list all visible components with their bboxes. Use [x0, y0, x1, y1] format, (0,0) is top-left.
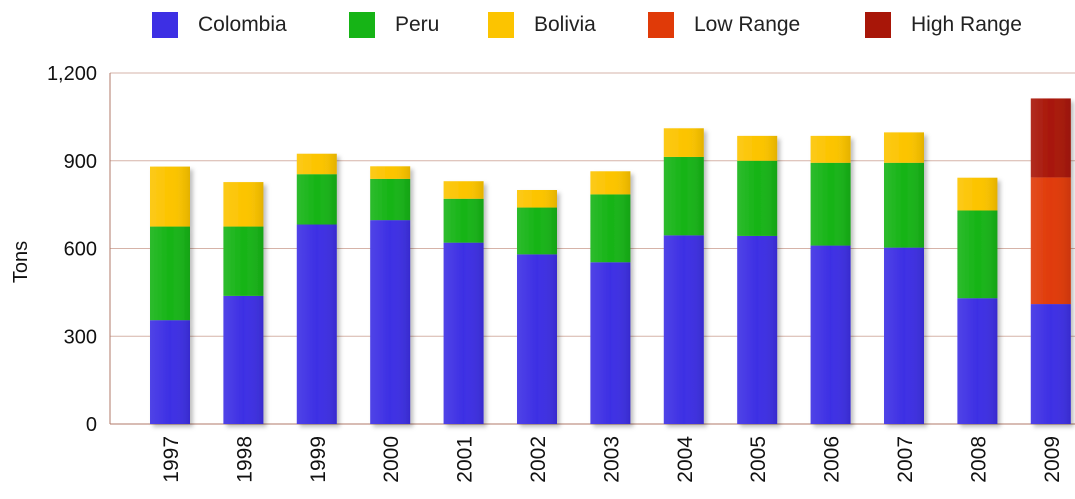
y-tick-label: 0 — [86, 414, 97, 436]
y-tick-label: 900 — [64, 151, 97, 173]
y-axis-label: Tons — [10, 241, 32, 283]
bar-sheen — [1030, 98, 1071, 424]
bar-stack-1997 — [150, 166, 190, 424]
legend-item-peru: Peru — [349, 10, 439, 40]
x-tick-label: 1997 — [160, 436, 183, 483]
legend-swatch-colombia — [152, 12, 178, 38]
x-tick-label: 2007 — [894, 436, 917, 483]
x-tick-label: 2009 — [1041, 436, 1064, 483]
bar-stack-2004 — [663, 128, 704, 424]
legend-label-colombia: Colombia — [198, 13, 287, 36]
legend-swatch-low-range — [648, 12, 674, 38]
legend-label-low-range: Low Range — [694, 13, 801, 36]
bar-stack-2009 — [1030, 98, 1071, 424]
legend-swatch-bolivia — [488, 12, 514, 38]
bar-sheen — [737, 135, 778, 424]
x-tick-label: 2001 — [454, 436, 477, 483]
bar-stack-2007 — [884, 132, 924, 424]
x-tick-label: 2003 — [600, 436, 623, 483]
bar-sheen — [223, 182, 264, 424]
bar-sheen — [957, 177, 998, 424]
x-tick-label: 2002 — [527, 436, 550, 483]
bar-stack-2002 — [517, 190, 557, 424]
bar-stack-2000 — [370, 166, 411, 424]
bar-sheen — [810, 135, 851, 424]
legend-label-high-range: High Range — [911, 13, 1022, 36]
bar-stack-2003 — [590, 171, 631, 424]
legend-item-bolivia: Bolivia — [488, 10, 596, 40]
y-tick-label: 1,200 — [47, 63, 97, 85]
x-tick-label: 2000 — [380, 436, 403, 483]
bar-stack-2001 — [443, 181, 484, 424]
legend-item-low-range: Low Range — [648, 10, 800, 40]
bar-stack-2005 — [737, 135, 778, 424]
bar-sheen — [443, 181, 484, 424]
bar-sheen — [590, 171, 631, 424]
y-tick-label: 600 — [64, 239, 97, 261]
x-tick-label: 2008 — [967, 436, 990, 483]
bar-sheen — [663, 128, 704, 424]
legend-label-bolivia: Bolivia — [534, 13, 596, 36]
legend-item-colombia: Colombia — [152, 10, 287, 40]
legend: Colombia Peru Bolivia Low Range High Ran… — [0, 0, 1075, 50]
bar-sheen — [884, 132, 924, 424]
legend-label-peru: Peru — [395, 13, 440, 36]
bar-stack-1998 — [223, 182, 264, 424]
y-tick-label: 300 — [64, 326, 97, 348]
x-tick-label: 1998 — [233, 436, 256, 483]
bar-sheen — [370, 166, 411, 424]
legend-swatch-peru — [349, 12, 375, 38]
bar-sheen — [150, 166, 190, 424]
legend-item-high-range: High Range — [865, 10, 1022, 40]
legend-swatch-high-range — [865, 12, 891, 38]
bar-stack-1999 — [296, 153, 337, 425]
y-axis-ticks: 0 300 600 900 1,200 — [47, 63, 97, 436]
bar-stack-2008 — [957, 177, 998, 424]
x-tick-label: 2004 — [674, 436, 697, 483]
x-tick-label: 1999 — [307, 436, 330, 483]
x-tick-label: 2005 — [747, 436, 770, 483]
x-axis-ticks: 1997 1998 1999 2000 2001 2002 2003 2004 2005 2006… — [160, 436, 1064, 483]
bar-sheen — [296, 153, 337, 425]
x-tick-label: 2006 — [821, 436, 844, 483]
bar-stack-2006 — [810, 135, 851, 424]
bars — [150, 98, 1071, 425]
bar-sheen — [517, 190, 557, 424]
